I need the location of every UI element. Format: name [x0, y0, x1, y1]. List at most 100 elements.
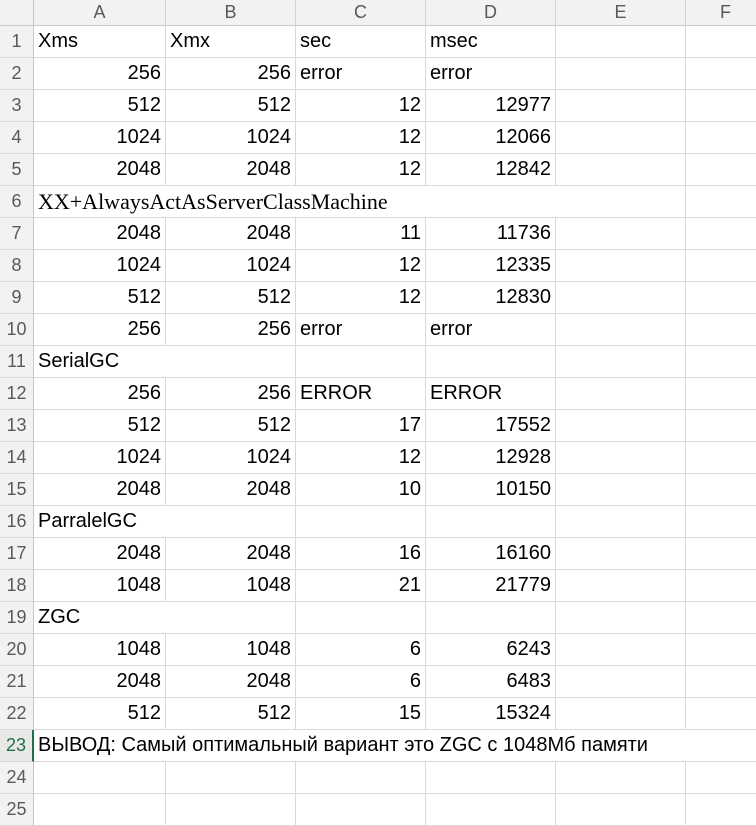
cell-d15[interactable]: 10150 [426, 474, 556, 506]
column-header-d[interactable]: D [426, 0, 556, 26]
cell-a11[interactable]: SerialGC [34, 346, 166, 378]
cell-e3[interactable] [556, 90, 686, 122]
column-header-a[interactable]: A [34, 0, 166, 26]
cell-c5[interactable]: 12 [296, 154, 426, 186]
cell-a8[interactable]: 1024 [34, 250, 166, 282]
column-header-c[interactable]: C [296, 0, 426, 26]
cell-d24[interactable] [426, 762, 556, 794]
cell-b24[interactable] [166, 762, 296, 794]
cell-f17[interactable] [686, 538, 756, 570]
cell-c17[interactable]: 16 [296, 538, 426, 570]
cell-f15[interactable] [686, 474, 756, 506]
cell-c1[interactable]: sec [296, 26, 426, 58]
cell-d9[interactable]: 12830 [426, 282, 556, 314]
cell-e5[interactable] [556, 154, 686, 186]
cell-e24[interactable] [556, 762, 686, 794]
cell-f12[interactable] [686, 378, 756, 410]
column-header-e[interactable]: E [556, 0, 686, 26]
cell-b14[interactable]: 1024 [166, 442, 296, 474]
cell-b11[interactable] [166, 346, 296, 378]
row-header-6[interactable]: 6 [0, 186, 34, 218]
cell-f11[interactable] [686, 346, 756, 378]
cell-e7[interactable] [556, 218, 686, 250]
cell-c8[interactable]: 12 [296, 250, 426, 282]
cell-d22[interactable]: 15324 [426, 698, 556, 730]
cell-d8[interactable]: 12335 [426, 250, 556, 282]
cell-e14[interactable] [556, 442, 686, 474]
cell-a1[interactable]: Xms [34, 26, 166, 58]
cell-b2[interactable]: 256 [166, 58, 296, 90]
cell-e23[interactable] [556, 730, 686, 762]
cell-d20[interactable]: 6243 [426, 634, 556, 666]
cell-c25[interactable] [296, 794, 426, 826]
cell-f20[interactable] [686, 634, 756, 666]
cell-f13[interactable] [686, 410, 756, 442]
cell-a18[interactable]: 1048 [34, 570, 166, 602]
cell-a5[interactable]: 2048 [34, 154, 166, 186]
cell-c6[interactable] [296, 186, 426, 218]
cell-a14[interactable]: 1024 [34, 442, 166, 474]
cell-d17[interactable]: 16160 [426, 538, 556, 570]
cell-e6[interactable] [556, 186, 686, 218]
cell-a12[interactable]: 256 [34, 378, 166, 410]
cell-a19[interactable]: ZGC [34, 602, 166, 634]
cell-f18[interactable] [686, 570, 756, 602]
cell-d21[interactable]: 6483 [426, 666, 556, 698]
row-header-15[interactable]: 15 [0, 474, 34, 506]
cell-c18[interactable]: 21 [296, 570, 426, 602]
cell-d7[interactable]: 11736 [426, 218, 556, 250]
cell-a3[interactable]: 512 [34, 90, 166, 122]
cell-a17[interactable]: 2048 [34, 538, 166, 570]
cell-e13[interactable] [556, 410, 686, 442]
cell-f2[interactable] [686, 58, 756, 90]
cell-e18[interactable] [556, 570, 686, 602]
cell-d1[interactable]: msec [426, 26, 556, 58]
cell-a9[interactable]: 512 [34, 282, 166, 314]
cell-c4[interactable]: 12 [296, 122, 426, 154]
cell-d6[interactable] [426, 186, 556, 218]
cell-b17[interactable]: 2048 [166, 538, 296, 570]
cell-e11[interactable] [556, 346, 686, 378]
cell-f6[interactable] [686, 186, 756, 218]
cell-e1[interactable] [556, 26, 686, 58]
cell-f21[interactable] [686, 666, 756, 698]
cell-d23[interactable] [426, 730, 556, 762]
row-header-25[interactable]: 25 [0, 794, 34, 826]
row-header-10[interactable]: 10 [0, 314, 34, 346]
cell-b8[interactable]: 1024 [166, 250, 296, 282]
row-header-18[interactable]: 18 [0, 570, 34, 602]
cell-a15[interactable]: 2048 [34, 474, 166, 506]
cell-c11[interactable] [296, 346, 426, 378]
row-header-17[interactable]: 17 [0, 538, 34, 570]
cell-d3[interactable]: 12977 [426, 90, 556, 122]
cell-a2[interactable]: 256 [34, 58, 166, 90]
cell-a16[interactable]: ParralelGC [34, 506, 166, 538]
row-header-24[interactable]: 24 [0, 762, 34, 794]
row-header-13[interactable]: 13 [0, 410, 34, 442]
cell-d13[interactable]: 17552 [426, 410, 556, 442]
cell-b23[interactable] [166, 730, 296, 762]
cell-c21[interactable]: 6 [296, 666, 426, 698]
cell-c22[interactable]: 15 [296, 698, 426, 730]
cell-c9[interactable]: 12 [296, 282, 426, 314]
cell-b3[interactable]: 512 [166, 90, 296, 122]
row-header-5[interactable]: 5 [0, 154, 34, 186]
cell-d19[interactable] [426, 602, 556, 634]
cell-d16[interactable] [426, 506, 556, 538]
cell-e2[interactable] [556, 58, 686, 90]
cell-e10[interactable] [556, 314, 686, 346]
row-header-3[interactable]: 3 [0, 90, 34, 122]
cell-d18[interactable]: 21779 [426, 570, 556, 602]
cell-b25[interactable] [166, 794, 296, 826]
cell-a10[interactable]: 256 [34, 314, 166, 346]
cell-c15[interactable]: 10 [296, 474, 426, 506]
cell-e20[interactable] [556, 634, 686, 666]
cell-b16[interactable] [166, 506, 296, 538]
cell-c12[interactable]: ERROR [296, 378, 426, 410]
cell-b9[interactable]: 512 [166, 282, 296, 314]
cell-f24[interactable] [686, 762, 756, 794]
cell-c24[interactable] [296, 762, 426, 794]
cell-d25[interactable] [426, 794, 556, 826]
cell-c10[interactable]: error [296, 314, 426, 346]
